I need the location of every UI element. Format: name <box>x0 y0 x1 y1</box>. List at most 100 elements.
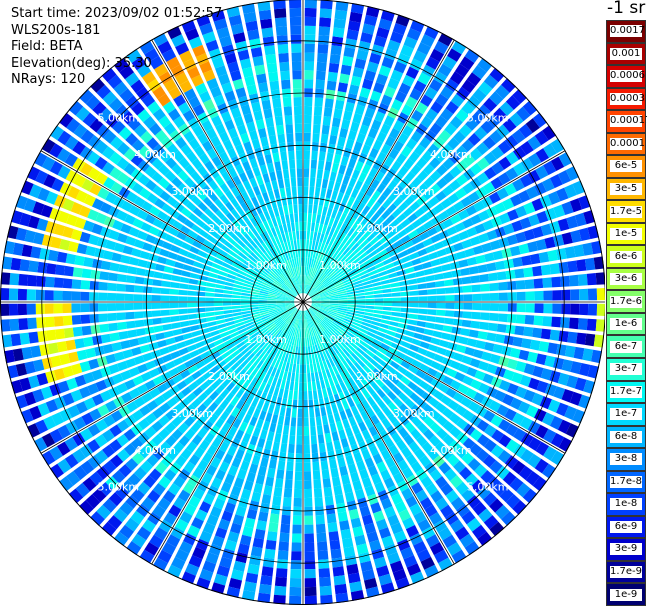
ray-gate-cell <box>447 454 460 467</box>
ray-gate-cell <box>340 324 350 331</box>
ray-gate-cell <box>470 162 483 176</box>
ray-gate-cell <box>255 175 264 186</box>
ray-gate-cell <box>198 365 209 375</box>
ray-gate-cell <box>363 315 373 320</box>
ray-gate-cell <box>244 517 256 529</box>
ray-gate-cell <box>301 284 303 294</box>
ray-gate-cell <box>312 278 318 287</box>
ray-gate-cell <box>329 298 339 301</box>
ray-gate-cell <box>158 115 171 128</box>
ray-gate-cell <box>346 563 359 575</box>
ray-gate-cell <box>371 201 381 212</box>
ray-gate-cell <box>393 196 404 207</box>
ray-gate-cell <box>206 316 216 322</box>
ray-gate-cell <box>327 327 335 335</box>
ray-gate-cell <box>502 393 515 406</box>
ray-gate-cell <box>131 452 145 465</box>
ray-gate-cell <box>463 168 476 181</box>
ray-gate-cell <box>416 195 427 206</box>
ray-gate-cell <box>71 363 83 375</box>
ray-gate-cell <box>233 115 245 127</box>
ray-gate-cell <box>314 315 321 323</box>
ray-gate-cell <box>324 432 332 443</box>
ray-gate-cell <box>318 371 324 381</box>
ray-gate-cell <box>435 150 447 163</box>
ray-gate-cell <box>509 112 524 127</box>
ray-gate-cell <box>305 337 308 347</box>
ray-gate-cell <box>290 222 296 232</box>
ray-gate-cell <box>408 365 419 375</box>
ray-gate-cell <box>319 291 328 296</box>
ray-gate-cell <box>531 392 544 406</box>
ray-gate-cell <box>180 225 191 235</box>
ray-gate-cell <box>305 275 307 285</box>
ray-gate-cell <box>111 252 122 262</box>
ray-gate-cell <box>477 434 490 447</box>
ray-gate-cell <box>441 263 451 272</box>
ray-gate-cell <box>329 294 339 298</box>
ray-gate-cell <box>460 396 473 408</box>
ray-gate-cell <box>274 8 287 19</box>
ray-gate-cell <box>274 116 284 126</box>
ray-gate-cell <box>293 88 302 98</box>
ray-gate-cell <box>392 259 403 267</box>
ray-gate-cell <box>297 417 303 427</box>
ray-gate-cell <box>428 397 440 408</box>
ray-gate-cell <box>345 555 357 566</box>
ray-gate-cell <box>168 483 181 496</box>
ray-gate-cell <box>389 219 400 229</box>
ray-gate-cell <box>315 282 322 290</box>
ray-gate-cell <box>416 548 431 562</box>
ray-gate-cell <box>411 338 422 346</box>
ray-gate-cell <box>108 206 120 218</box>
ray-gate-cell <box>131 248 142 258</box>
ray-gate-cell <box>270 504 281 515</box>
ray-gate-cell <box>501 345 512 357</box>
ray-gate-cell <box>519 374 532 387</box>
ray-gate-cell <box>429 79 443 92</box>
ray-gate-cell <box>187 525 201 538</box>
ray-gate-cell <box>400 546 414 560</box>
ray-gate-cell <box>223 433 234 445</box>
ray-gate-cell <box>308 399 314 409</box>
ray-gate-cell <box>243 361 253 371</box>
ray-gate-cell <box>80 291 90 301</box>
ray-gate-cell <box>348 268 357 275</box>
ray-gate-cell <box>336 420 344 431</box>
ray-gate-cell <box>523 229 535 241</box>
ray-gate-cell <box>261 315 271 320</box>
ray-gate-cell <box>449 412 461 425</box>
ray-gate-cell <box>227 531 240 543</box>
ray-gate-cell <box>245 374 254 384</box>
ray-gate-cell <box>218 73 231 86</box>
ray-gate-cell <box>155 332 165 341</box>
ray-gate-cell <box>178 157 190 169</box>
ray-gate-cell <box>374 298 384 302</box>
ray-gate-cell <box>379 429 390 441</box>
ray-gate-cell <box>366 331 377 338</box>
ray-gate-cell <box>489 498 504 513</box>
ray-gate-cell <box>432 330 443 339</box>
ray-gate-cell <box>498 212 511 225</box>
ray-gate-cell <box>262 448 271 459</box>
ray-gate-cell <box>260 18 273 29</box>
ray-gate-cell <box>23 391 37 406</box>
ray-gate-cell <box>409 201 421 212</box>
ray-gate-cell <box>514 325 525 336</box>
ray-gate-cell <box>286 294 295 299</box>
ray-gate-cell <box>292 267 296 277</box>
ray-gate-cell <box>267 302 277 304</box>
ray-gate-cell <box>454 526 470 541</box>
ray-gate-cell <box>421 441 434 454</box>
ray-gate-cell <box>582 348 594 362</box>
ray-gate-cell <box>226 414 236 425</box>
ray-gate-cell <box>404 195 415 206</box>
ray-gate-cell <box>309 308 316 316</box>
ray-gate-cell <box>300 355 303 365</box>
ray-gate-cell <box>378 18 393 31</box>
ray-gate-cell <box>137 159 150 172</box>
ray-gate-cell <box>57 130 72 146</box>
ray-gate-cell <box>472 65 487 80</box>
ray-gate-cell <box>532 365 544 378</box>
ray-gate-cell <box>286 305 295 310</box>
